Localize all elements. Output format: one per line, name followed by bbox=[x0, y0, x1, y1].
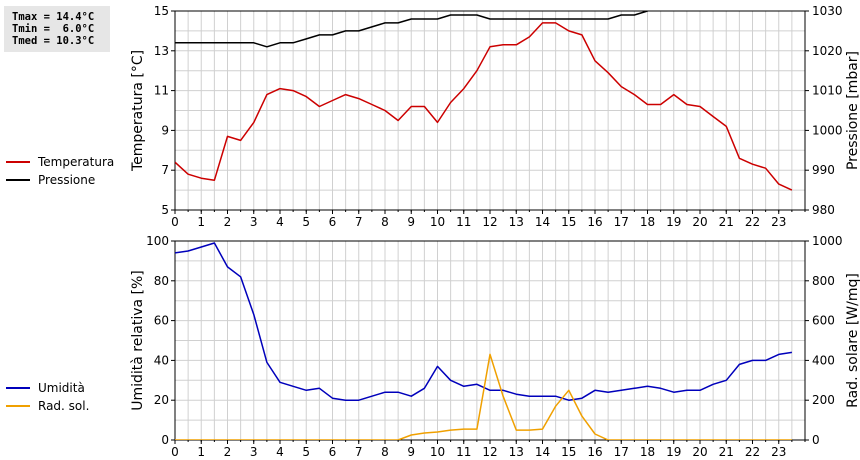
bottom-y-tick-label: 0 bbox=[161, 433, 169, 447]
top-x-tick-label: 5 bbox=[302, 215, 310, 229]
bottom-x-tick-label: 20 bbox=[692, 445, 707, 459]
top-x-tick-label: 15 bbox=[561, 215, 576, 229]
top-x-tick-label: 8 bbox=[381, 215, 389, 229]
legend-swatch-pressure bbox=[6, 179, 30, 181]
bottom-y-tick-label: 40 bbox=[154, 353, 169, 367]
top-y2-tick-label: 1020 bbox=[812, 44, 843, 58]
top-x-tick-label: 11 bbox=[456, 215, 471, 229]
top-x-tick-label: 3 bbox=[250, 215, 258, 229]
top-y2-tick-label: 980 bbox=[812, 203, 835, 217]
bottom-x-tick-label: 0 bbox=[171, 445, 179, 459]
legend-item-solar: Rad. sol. bbox=[6, 397, 89, 415]
bottom-y-tick-label: 20 bbox=[154, 393, 169, 407]
series-line-temperature bbox=[175, 22, 793, 191]
bottom-x-tick-label: 16 bbox=[587, 445, 602, 459]
legend-label-humidity: Umidità bbox=[38, 381, 85, 395]
top-y-tick-label: 15 bbox=[154, 4, 169, 18]
bottom-x-tick-label: 6 bbox=[329, 445, 337, 459]
legend-swatch-solar bbox=[6, 405, 30, 407]
bottom-y2-tick-label: 600 bbox=[812, 314, 835, 328]
tmed-label: Tmed = 10.3°C bbox=[12, 35, 95, 47]
top-y2-tick-label: 990 bbox=[812, 163, 835, 177]
bottom-x-tick-label: 1 bbox=[197, 445, 205, 459]
top-x-tick-label: 0 bbox=[171, 215, 179, 229]
bottom-x-tick-label: 22 bbox=[745, 445, 760, 459]
top-y-axis-label: Temperatura [°C] bbox=[130, 50, 146, 172]
top-x-tick-label: 20 bbox=[692, 215, 707, 229]
legend-label-pressure: Pressione bbox=[38, 173, 96, 187]
top-y2-tick-label: 1010 bbox=[812, 84, 843, 98]
top-x-tick-label: 7 bbox=[355, 215, 363, 229]
bottom-x-tick-label: 8 bbox=[381, 445, 389, 459]
bottom-x-tick-label: 4 bbox=[276, 445, 284, 459]
bottom-x-tick-label: 14 bbox=[535, 445, 550, 459]
bottom-x-tick-label: 18 bbox=[640, 445, 655, 459]
legend-label-temperature: Temperatura bbox=[38, 155, 115, 169]
top-y2-tick-label: 1000 bbox=[812, 123, 843, 137]
legend-item-temperature: Temperatura bbox=[6, 153, 114, 171]
bottom-x-tick-label: 7 bbox=[355, 445, 363, 459]
bottom-y2-tick-label: 400 bbox=[812, 353, 835, 367]
top-x-tick-label: 2 bbox=[224, 215, 232, 229]
top-y2-tick-label: 1030 bbox=[812, 4, 843, 18]
bottom-x-tick-label: 19 bbox=[666, 445, 681, 459]
bottom-x-tick-label: 15 bbox=[561, 445, 576, 459]
bottom-y-tick-label: 80 bbox=[154, 274, 169, 288]
bottom-x-tick-label: 23 bbox=[771, 445, 786, 459]
bottom-x-tick-label: 13 bbox=[509, 445, 524, 459]
bottom-y-axis-label: Umidità relativa [%] bbox=[130, 270, 146, 411]
bottom-x-tick-label: 11 bbox=[456, 445, 471, 459]
top-y-tick-label: 11 bbox=[154, 84, 169, 98]
bottom-x-tick-label: 5 bbox=[302, 445, 310, 459]
legend-swatch-temperature bbox=[6, 161, 30, 163]
bottom-x-tick-label: 21 bbox=[719, 445, 734, 459]
series-line-pressure bbox=[175, 11, 648, 48]
legend-swatch-humidity bbox=[6, 387, 30, 389]
top-y-tick-label: 7 bbox=[161, 163, 169, 177]
bottom-chart-legend: Umidità Rad. sol. bbox=[6, 379, 89, 415]
top-x-tick-label: 9 bbox=[407, 215, 415, 229]
tmax-label: Tmax = 14.4°C bbox=[12, 11, 95, 23]
top-x-tick-label: 6 bbox=[329, 215, 337, 229]
top-x-tick-label: 4 bbox=[276, 215, 284, 229]
top-x-tick-label: 10 bbox=[430, 215, 445, 229]
bottom-x-tick-label: 12 bbox=[482, 445, 497, 459]
top-x-tick-label: 19 bbox=[666, 215, 681, 229]
top-x-tick-label: 18 bbox=[640, 215, 655, 229]
bottom-x-tick-label: 3 bbox=[250, 445, 258, 459]
top-y-tick-label: 13 bbox=[154, 44, 169, 58]
bottom-y2-tick-label: 800 bbox=[812, 274, 835, 288]
top-x-tick-label: 12 bbox=[482, 215, 497, 229]
bottom-x-tick-label: 17 bbox=[614, 445, 629, 459]
top-x-tick-label: 21 bbox=[719, 215, 734, 229]
top-x-tick-label: 14 bbox=[535, 215, 550, 229]
bottom-x-tick-label: 2 bbox=[224, 445, 232, 459]
legend-item-pressure: Pressione bbox=[6, 171, 114, 189]
bottom-y-tick-label: 60 bbox=[154, 314, 169, 328]
top-y-tick-label: 5 bbox=[161, 203, 169, 217]
series-line-solar bbox=[175, 353, 792, 440]
tmin-label: Tmin = 6.0°C bbox=[12, 23, 95, 35]
top-x-tick-label: 16 bbox=[587, 215, 602, 229]
bottom-y2-axis-label: Rad. solare [W/mq] bbox=[845, 273, 860, 408]
bottom-y2-tick-label: 1000 bbox=[812, 234, 843, 248]
bottom-x-tick-label: 9 bbox=[407, 445, 415, 459]
bottom-y2-tick-label: 0 bbox=[812, 433, 820, 447]
legend-item-humidity: Umidità bbox=[6, 379, 89, 397]
legend-label-solar: Rad. sol. bbox=[38, 399, 90, 413]
top-chart-legend: Temperatura Pressione bbox=[6, 153, 114, 189]
bottom-x-tick-label: 10 bbox=[430, 445, 445, 459]
top-y2-axis-label: Pressione [mbar] bbox=[845, 51, 860, 170]
top-x-tick-label: 17 bbox=[614, 215, 629, 229]
stats-box: Tmax = 14.4°C Tmin = 6.0°C Tmed = 10.3°C bbox=[4, 6, 110, 52]
top-x-tick-label: 22 bbox=[745, 215, 760, 229]
series-line-humidity bbox=[175, 242, 793, 401]
top-y-tick-label: 9 bbox=[161, 123, 169, 137]
top-x-tick-label: 1 bbox=[197, 215, 205, 229]
bottom-y2-tick-label: 200 bbox=[812, 393, 835, 407]
top-x-tick-label: 23 bbox=[771, 215, 786, 229]
top-x-tick-label: 13 bbox=[509, 215, 524, 229]
bottom-y-tick-label: 100 bbox=[146, 234, 169, 248]
